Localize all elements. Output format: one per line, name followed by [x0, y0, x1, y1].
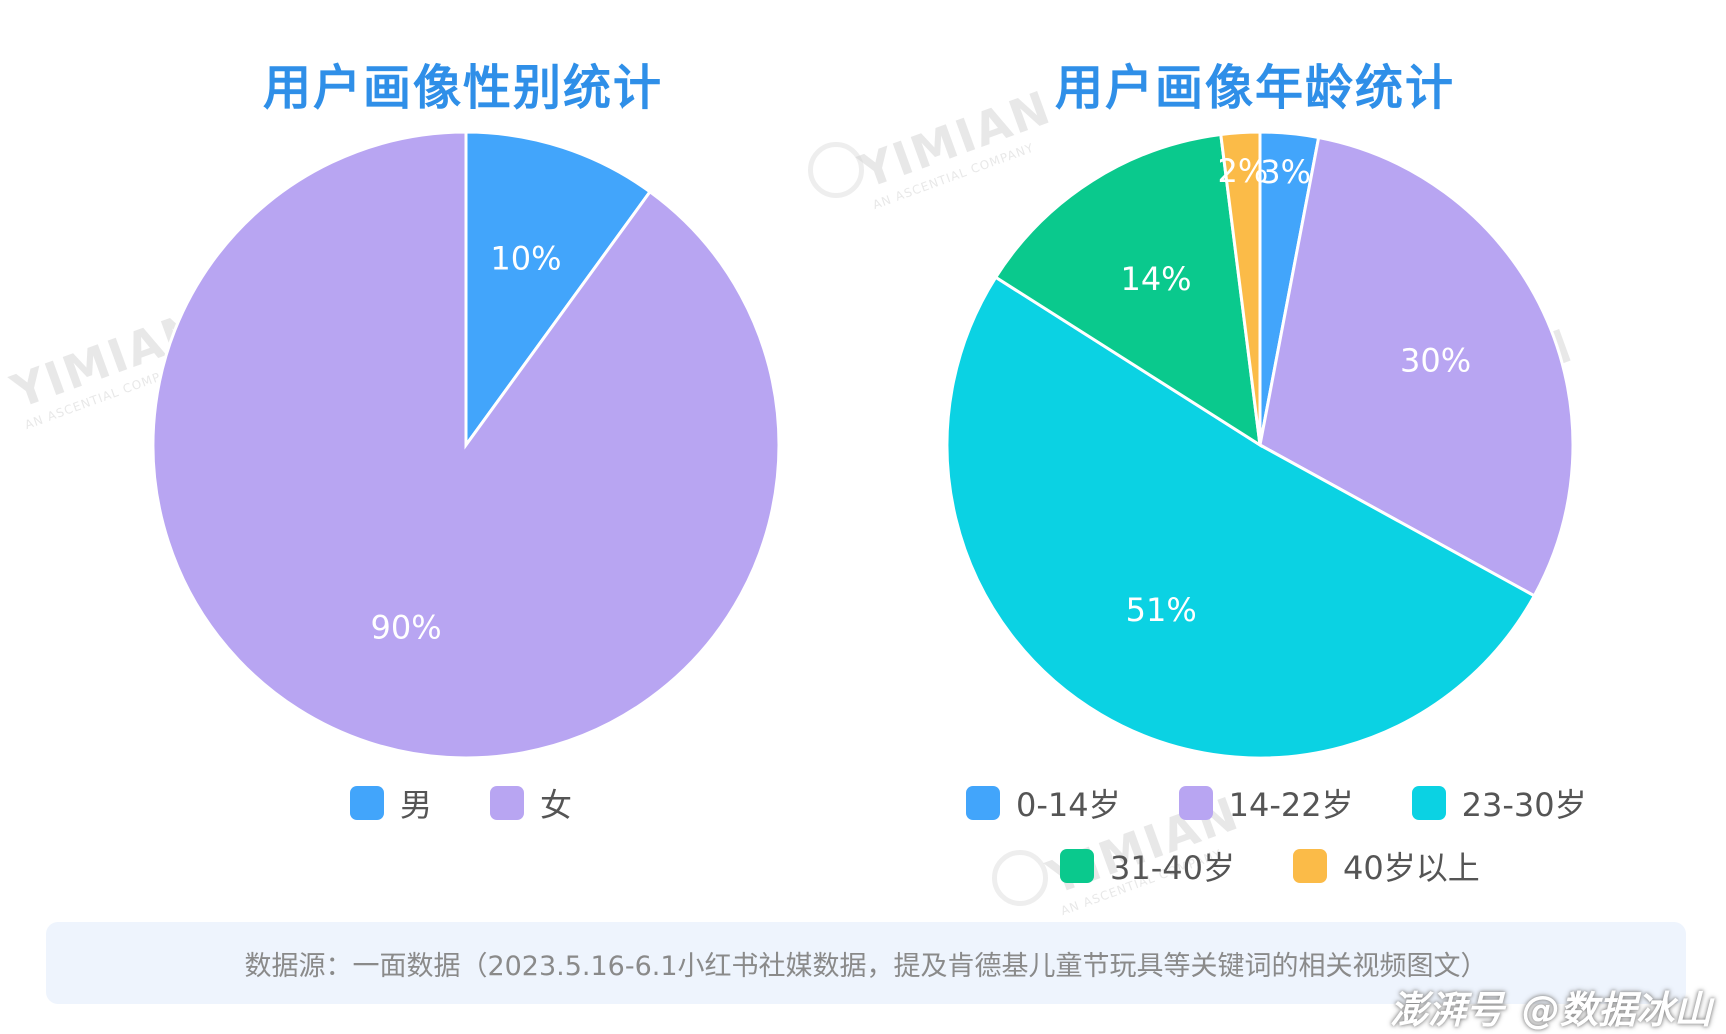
data-source-note: 数据源：一面数据（2023.5.16-6.1小红书社媒数据，提及肯德基儿童节玩具… [46, 922, 1686, 1004]
legend-item-男[interactable]: 男 [350, 780, 432, 826]
legend-item-14-22岁[interactable]: 14-22岁 [1178, 780, 1354, 826]
age-chart-title: 用户画像年龄统计 [1054, 60, 1455, 116]
legend-swatch [350, 786, 384, 820]
age-legend-row-1: 0-14岁 14-22岁 23-30岁 [966, 780, 1587, 826]
watermark-logo-icon [992, 850, 1048, 906]
age-legend-row-2: 31-40岁 40岁以上 [1060, 843, 1480, 889]
pie-label-31-40岁: 14% [1120, 260, 1191, 298]
pie-slice-女 [151, 130, 781, 760]
legend-swatch [490, 786, 525, 820]
legend-label: 14-22岁 [1228, 786, 1354, 824]
legend-item-23-30岁[interactable]: 23-30岁 [1411, 780, 1587, 826]
gender-legend: 男女 [350, 780, 572, 826]
legend-label: 男 [400, 786, 433, 824]
footer-brand: 澎湃号 @数据冰山 [1390, 979, 1712, 1034]
pie-slice-男 [464, 130, 653, 450]
pie-label-女: 90% [370, 609, 441, 647]
pie-label-0-14岁: 3% [1260, 153, 1311, 191]
legend-item-31-40岁[interactable]: 31-40岁 [1060, 843, 1235, 889]
legend-swatch [1293, 849, 1327, 883]
pie-label-14-22岁: 30% [1400, 341, 1471, 379]
legend-item-40岁以上[interactable]: 40岁以上 [1293, 843, 1480, 889]
pie-slice-31-40岁 [993, 132, 1262, 448]
pie-slice-23-30岁 [945, 275, 1537, 760]
pie-label-男: 10% [490, 239, 561, 277]
legend-label: 40岁以上 [1343, 849, 1480, 887]
legend-swatch [966, 786, 1000, 820]
gender-chart-title: 用户画像性别统计 [262, 60, 663, 116]
platform-name: 澎湃号 [1389, 988, 1504, 1032]
legend-item-女[interactable]: 女 [490, 780, 572, 826]
watermark-logo-icon [808, 142, 864, 198]
pie-label-40岁以上: 2% [1218, 152, 1269, 190]
account-name: @数据冰山 [1521, 988, 1712, 1032]
legend-label: 女 [540, 786, 573, 824]
legend-label: 0-14岁 [1016, 786, 1121, 824]
legend-swatch [1411, 786, 1446, 820]
pie-slice-14-22岁 [1258, 135, 1575, 598]
legend-item-0-14岁[interactable]: 0-14岁 [966, 780, 1121, 826]
legend-swatch [1060, 849, 1094, 883]
pie-slice-40岁以上 [1219, 130, 1262, 446]
legend-label: 23-30岁 [1461, 786, 1587, 824]
legend-swatch [1178, 786, 1213, 820]
pie-label-23-30岁: 51% [1126, 591, 1197, 629]
legend-label: 31-40岁 [1110, 849, 1235, 887]
